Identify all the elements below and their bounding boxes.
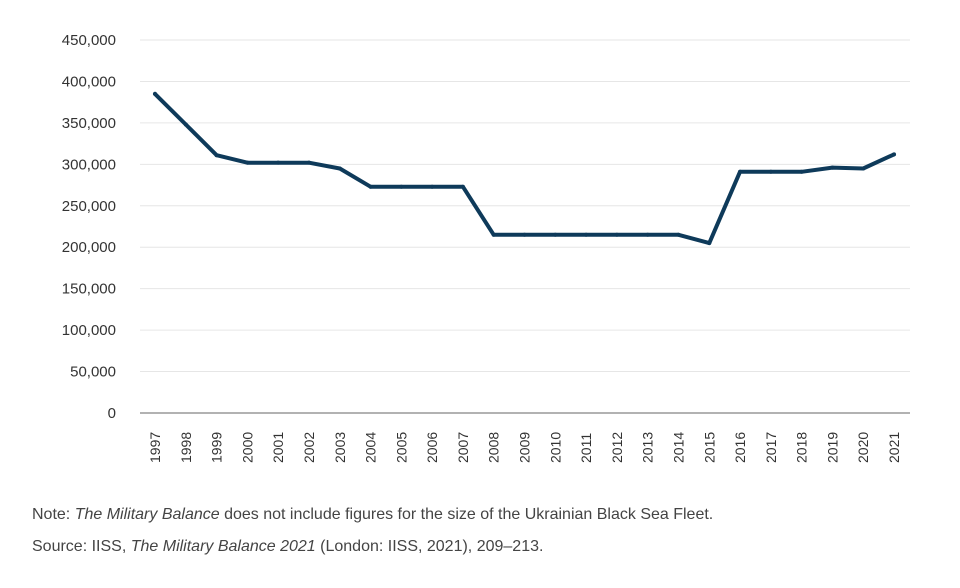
y-axis: 0 50,000 100,000 150,000 200,000 250,000 300,0… — [62, 32, 116, 422]
y-tick-label: 400,000 — [62, 73, 116, 90]
source-prefix: Source: IISS, — [32, 538, 131, 555]
data-point — [830, 165, 835, 170]
y-tick-label: 300,000 — [62, 156, 116, 173]
x-tick-label: 2005 — [393, 432, 409, 463]
x-tick-label: 2006 — [424, 432, 440, 463]
x-tick-label: 2011 — [578, 433, 594, 463]
x-tick-label: 2009 — [517, 432, 533, 463]
y-tick-label: 450,000 — [62, 32, 116, 49]
x-tick-label: 2020 — [855, 432, 871, 463]
data-point — [768, 169, 773, 174]
x-tick-label: 1997 — [147, 432, 163, 463]
x-tick-label: 2003 — [332, 432, 348, 463]
x-tick-label: 2021 — [886, 432, 902, 463]
x-tick-label: 1998 — [178, 432, 194, 463]
data-point — [861, 166, 866, 171]
x-tick-label: 1999 — [209, 432, 225, 463]
y-tick-label: 50,000 — [70, 364, 116, 381]
y-tick-label: 250,000 — [62, 198, 116, 215]
x-tick-label: 2015 — [701, 432, 717, 463]
x-axis: 1997 1998 1999 2000 2001 2002 2003 2004 2005 2006… — [140, 412, 910, 463]
x-tick-label: 2007 — [455, 432, 471, 463]
note-title: The Military Balance — [74, 506, 220, 523]
data-point — [368, 184, 373, 189]
data-point — [276, 160, 281, 165]
chart-notes: Note: The Military Balance does not incl… — [32, 505, 932, 569]
note-prefix: Note: — [32, 506, 75, 523]
x-tick-label: 2010 — [547, 432, 563, 463]
source-line: Source: IISS, The Military Balance 2021 … — [32, 537, 932, 557]
data-point — [584, 232, 589, 237]
y-tick-label: 350,000 — [62, 115, 116, 132]
x-tick-label: 2014 — [670, 432, 686, 463]
data-point — [553, 232, 558, 237]
data-point — [707, 241, 712, 246]
x-tick-label: 2008 — [486, 432, 502, 463]
source-rest: (London: IISS, 2021), 209–213. — [315, 538, 544, 555]
x-tick-label: 2016 — [732, 432, 748, 463]
x-tick-label: 2000 — [239, 432, 255, 463]
data-point — [306, 160, 311, 165]
x-tick-label: 2018 — [794, 432, 810, 463]
data-point — [214, 153, 219, 158]
y-tick-label: 200,000 — [62, 239, 116, 256]
note-rest: does not include figures for the size of… — [219, 506, 714, 523]
line-chart: 0 50,000 100,000 150,000 200,000 250,000 300,0… — [62, 32, 910, 463]
data-point — [799, 169, 804, 174]
series-layer — [153, 91, 896, 246]
data-point — [614, 232, 619, 237]
x-tick-label: 2002 — [301, 432, 317, 463]
y-tick-label: 150,000 — [62, 281, 116, 298]
data-point — [245, 160, 250, 165]
data-point — [645, 232, 650, 237]
x-tick-label: 2004 — [363, 432, 379, 463]
y-tick-label: 100,000 — [62, 322, 116, 339]
data-point — [522, 232, 527, 237]
data-point — [430, 184, 435, 189]
note-line: Note: The Military Balance does not incl… — [32, 505, 932, 525]
x-tick-label: 2001 — [270, 432, 286, 463]
source-title: The Military Balance 2021 — [130, 538, 316, 555]
chart-svg: 0 50,000 100,000 150,000 200,000 250,000 300,0… — [62, 32, 910, 463]
data-point — [892, 152, 896, 157]
gridlines — [140, 39, 910, 373]
data-point — [337, 166, 342, 171]
data-point — [460, 184, 465, 189]
data-point — [399, 184, 404, 189]
data-point — [491, 232, 496, 237]
x-tick-label: 2012 — [609, 432, 625, 463]
data-point — [676, 232, 681, 237]
y-tick-label: 0 — [108, 405, 116, 422]
x-tick-label: 2013 — [640, 432, 656, 463]
x-tick-label: 2019 — [824, 432, 840, 463]
series-line — [153, 91, 896, 246]
data-point — [153, 91, 157, 96]
data-point — [738, 169, 743, 174]
data-point — [183, 122, 188, 127]
x-tick-label: 2017 — [763, 432, 779, 463]
